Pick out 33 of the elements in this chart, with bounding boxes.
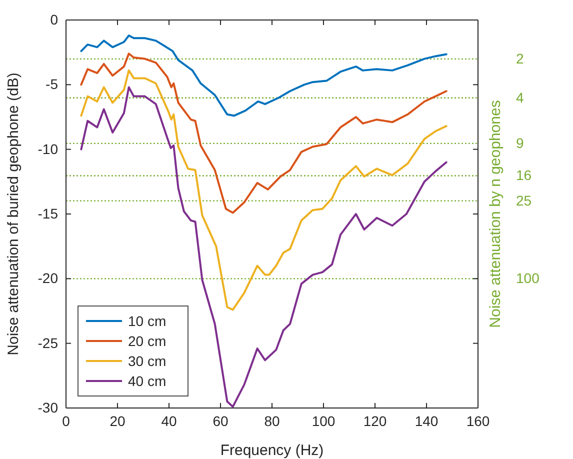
line-series: [80, 86, 448, 408]
line-series: [80, 69, 448, 311]
y-tick-label: -20: [38, 270, 58, 286]
x-tick-label: 100: [312, 412, 336, 429]
legend-label: 10 cm: [128, 313, 166, 329]
x-tick-label: 20: [110, 412, 126, 429]
y2-tick-label: 25: [516, 192, 532, 208]
x-tick-label: 80: [264, 412, 280, 429]
x-tick-label: 160: [466, 412, 490, 429]
x-axis-title: Frequency (Hz): [220, 442, 324, 459]
x-tick-label: 120: [363, 412, 387, 429]
y2-tick-label: 100: [516, 270, 540, 286]
y-axis-title: Noise attenuation of buried geophone (dB): [5, 72, 22, 356]
y2-tick-label: 16: [516, 167, 532, 184]
y2-tick-label: 9: [516, 134, 524, 151]
y-tick-label: -10: [38, 140, 58, 157]
y2-tick-label: 4: [516, 89, 524, 106]
legend-label: 40 cm: [128, 373, 166, 389]
x-tick-label: 140: [414, 412, 438, 429]
x-tick-label: 40: [161, 412, 177, 429]
y-tick-label: -15: [38, 205, 58, 222]
y-tick-label: 0: [50, 11, 58, 28]
y2-tick-label: 2: [516, 50, 524, 66]
x-tick-label: 60: [212, 412, 228, 429]
y-tick-label: -5: [46, 76, 58, 92]
y-tick-label: -25: [38, 334, 58, 351]
legend-label: 30 cm: [128, 353, 166, 369]
line-series: [80, 52, 448, 214]
y2-axis-title: Noise attenuation by n geophones: [487, 100, 504, 328]
y-tick-label: -30: [38, 399, 58, 416]
legend-label: 20 cm: [128, 333, 166, 349]
line-series: [80, 34, 448, 117]
x-tick-label: 0: [62, 412, 70, 429]
